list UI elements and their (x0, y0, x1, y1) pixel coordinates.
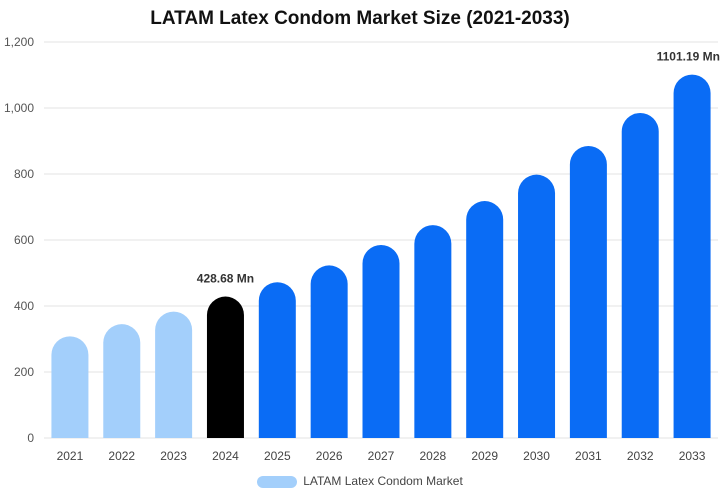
bar-2027[interactable] (362, 244, 400, 438)
x-tick-label: 2024 (212, 449, 239, 463)
legend-label: LATAM Latex Condom Market (303, 474, 463, 488)
data-label: 1101.19 Mn (657, 50, 720, 64)
y-tick-label: 400 (14, 299, 34, 313)
bar-2021[interactable] (51, 336, 89, 438)
x-tick-label: 2030 (523, 449, 550, 463)
bar-2023[interactable] (155, 311, 193, 438)
bar-2022[interactable] (103, 324, 141, 438)
bar-2030[interactable] (518, 174, 556, 438)
bar-2031[interactable] (569, 145, 607, 438)
y-tick-label: 1,200 (4, 35, 34, 49)
bar-2029[interactable] (466, 201, 504, 438)
legend[interactable]: LATAM Latex Condom Market (0, 474, 720, 488)
x-tick-label: 2027 (368, 449, 395, 463)
x-tick-label: 2022 (108, 449, 135, 463)
y-tick-label: 200 (14, 365, 34, 379)
bar-2026[interactable] (310, 265, 348, 438)
chart-title: LATAM Latex Condom Market Size (2021-203… (150, 8, 570, 29)
bars (51, 74, 711, 438)
data-labels: 428.68 Mn 1101.19 Mn (197, 50, 720, 286)
x-tick-label: 2026 (316, 449, 343, 463)
y-tick-label: 800 (14, 167, 34, 181)
x-tick-label: 2033 (679, 449, 706, 463)
legend-swatch (257, 475, 298, 488)
x-tick-label: 2021 (57, 449, 84, 463)
x-tick-label: 2031 (575, 449, 602, 463)
x-tick-label: 2032 (627, 449, 654, 463)
y-tick-label: 0 (27, 431, 34, 445)
bar-2025[interactable] (258, 282, 296, 438)
bar-2033[interactable] (673, 74, 711, 438)
x-tick-label: 2029 (471, 449, 498, 463)
y-tick-label: 1,000 (4, 101, 34, 115)
y-axis-ticks: 0 200 400 600 800 1,000 1,200 (4, 35, 34, 445)
x-tick-label: 2028 (419, 449, 446, 463)
bar-2032[interactable] (621, 112, 659, 438)
x-tick-label: 2025 (264, 449, 291, 463)
bar-2028[interactable] (414, 225, 452, 438)
y-tick-label: 600 (14, 233, 34, 247)
data-label: 428.68 Mn (197, 272, 254, 286)
bar-2024[interactable] (206, 296, 244, 438)
x-axis-ticks: 2021 2022 2023 2024 2025 2026 2027 2028 2029 2030… (57, 449, 706, 463)
x-tick-label: 2023 (160, 449, 187, 463)
bar-chart: 0 200 400 600 800 1,000 1,200 2021 2022 2023 2024… (4, 35, 720, 463)
